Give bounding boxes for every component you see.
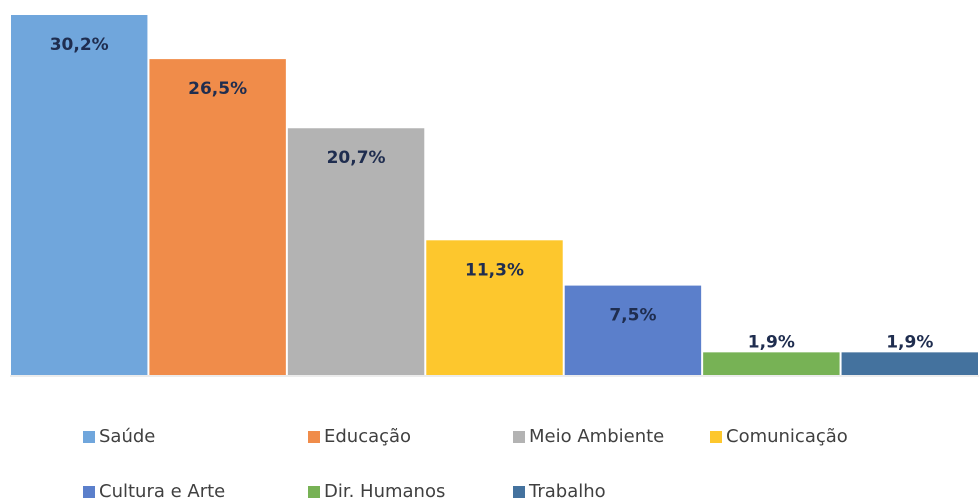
legend-swatch [308,486,320,498]
legend-label: Cultura e Arte [99,481,225,499]
legend-swatch [308,431,320,443]
bar [841,352,978,375]
bar [149,59,286,376]
value-label: 1,9% [748,332,795,352]
legend-label: Saúde [99,426,155,447]
bar [426,240,563,375]
bar [564,285,702,375]
value-label: 1,9% [886,332,933,352]
legend-swatch [83,431,95,443]
legend-label: Meio Ambiente [529,426,664,447]
bar [11,15,148,375]
legend-label: Comunicação [726,426,848,447]
value-label: 26,5% [188,79,247,99]
legend-label: Trabalho [528,481,606,499]
legend-label: Dir. Humanos [324,481,445,499]
legend-swatch [710,431,722,443]
bar [287,128,425,375]
legend-swatch [83,486,95,498]
value-label: 11,3% [465,260,524,280]
value-label: 30,2% [50,35,109,55]
legend-swatch [513,486,525,498]
value-label: 20,7% [327,148,386,168]
value-label: 7,5% [609,306,656,326]
legend-swatch [513,431,525,443]
bar [703,352,840,375]
legend-label: Educação [324,426,411,447]
